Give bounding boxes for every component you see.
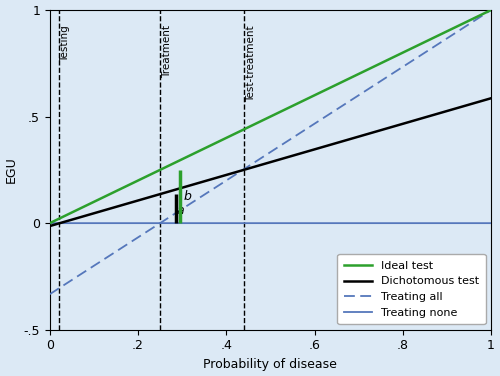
Text: Treatment: Treatment (162, 25, 172, 78)
Text: a: a (177, 204, 184, 217)
Text: Testing: Testing (60, 25, 70, 62)
Text: b: b (184, 190, 192, 203)
X-axis label: Probability of disease: Probability of disease (204, 358, 338, 371)
Legend: Ideal test, Dichotomous test, Treating all, Treating none: Ideal test, Dichotomous test, Treating a… (338, 254, 486, 324)
Y-axis label: EGU: EGU (5, 156, 18, 183)
Text: Test-treatment: Test-treatment (246, 25, 256, 102)
